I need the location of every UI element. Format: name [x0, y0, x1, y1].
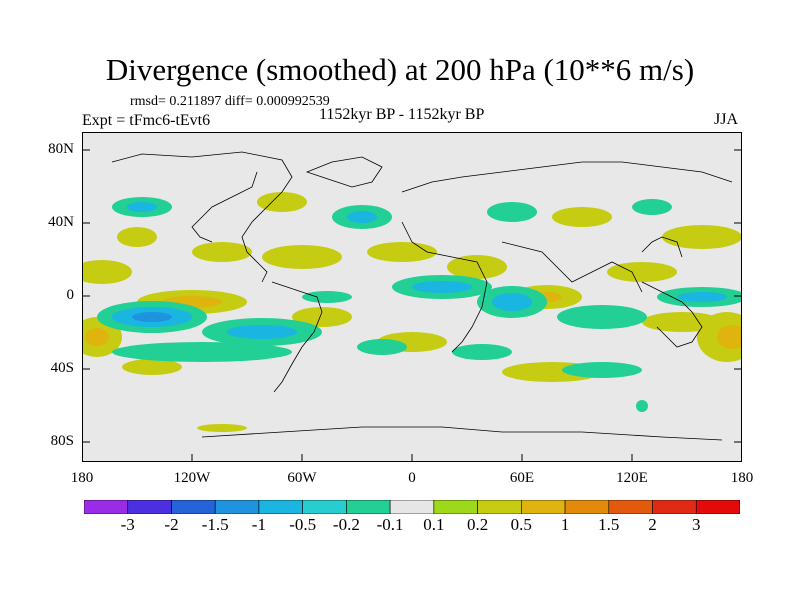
colorbar-swatch — [84, 500, 129, 514]
colorbar-label: -1 — [251, 515, 266, 534]
lat-label-40s: 40S — [50, 360, 74, 376]
season-label: JJA — [714, 111, 739, 128]
plot-title: Divergence (smoothed) at 200 hPa (10**6 … — [105, 52, 695, 87]
axis-ticks — [82, 149, 742, 462]
colorbar-label: 0.1 — [423, 515, 445, 534]
colorbar-swatch — [346, 500, 391, 514]
colorbar-label: 0.5 — [510, 515, 532, 534]
colorbar-swatch — [608, 500, 653, 514]
lat-label-0: 0 — [66, 287, 75, 303]
colorbar-swatch — [258, 500, 303, 514]
colorbar-swatch — [214, 500, 260, 514]
colorbar-swatch — [652, 500, 697, 514]
rmsd-diff-stats: rmsd= 0.211897 diff= 0.000992539 — [130, 94, 330, 109]
lon-label-120w: 120W — [173, 470, 211, 486]
colorbar-swatch — [564, 500, 610, 514]
colorbar-swatch — [302, 500, 347, 514]
colorbar-swatch — [433, 500, 478, 514]
colorbar-swatch — [695, 500, 740, 514]
colorbar-label: 0.2 — [466, 515, 489, 534]
colorbar-label: -0.1 — [376, 515, 404, 534]
lon-label-60w: 60W — [287, 470, 317, 486]
divergence-map — [82, 132, 742, 462]
colorbar-label: 1 — [560, 515, 570, 534]
colorbar-swatch — [389, 500, 435, 514]
lat-label-80s: 80S — [50, 433, 74, 449]
lat-label-80n: 80N — [48, 141, 74, 157]
period-label: 1152kyr BP - 1152kyr BP — [319, 106, 485, 123]
divergence-contours — [82, 151, 742, 441]
colorbar-label: 2 — [648, 515, 657, 534]
lon-label-180e: 180 — [730, 470, 754, 486]
colorbar-label: -1.5 — [201, 515, 229, 534]
colorbar — [84, 500, 740, 514]
lon-label-120e: 120E — [616, 470, 648, 486]
colorbar-swatch — [477, 500, 522, 514]
colorbar-label: -0.2 — [332, 515, 360, 534]
colorbar-swatch — [171, 500, 216, 514]
lon-label-0: 0 — [408, 470, 416, 486]
colorbar-label: 3 — [692, 515, 701, 534]
experiment-label: Expt = tFmc6-tEvt6 — [82, 112, 211, 129]
colorbar-label: -0.5 — [289, 515, 317, 534]
coastlines — [111, 151, 733, 441]
lon-label-60e: 60E — [509, 470, 535, 486]
lat-label-40n: 40N — [48, 214, 74, 230]
colorbar-label: -2 — [164, 515, 179, 534]
colorbar-swatch — [127, 500, 172, 514]
negative-anomalies — [97, 197, 742, 412]
lon-label-180w: 180 — [70, 470, 94, 486]
colorbar-label: -3 — [120, 515, 135, 534]
colorbar-label: 1.5 — [598, 515, 620, 534]
colorbar-swatch — [521, 500, 566, 514]
